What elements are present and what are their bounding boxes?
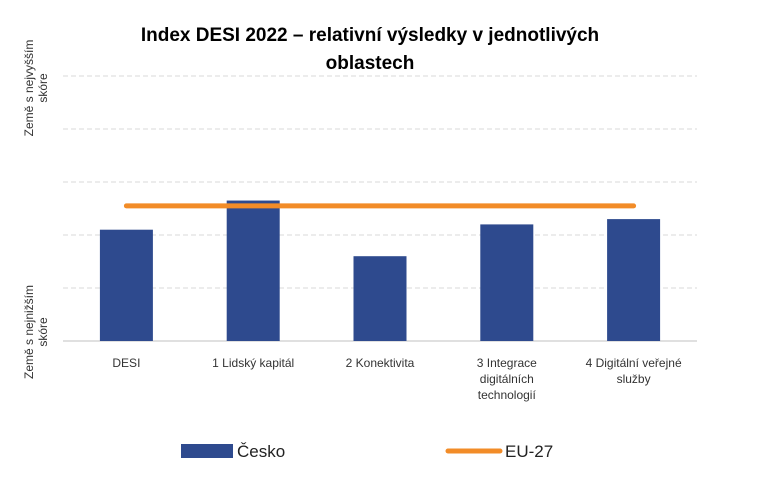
bar-cesko <box>353 256 407 341</box>
y-label-top-line: skóre <box>36 73 50 103</box>
x-tick-label-line: 4 Digitální veřejné <box>586 356 682 370</box>
bar-cesko <box>480 224 534 341</box>
y-label-bottom: Země s nejnižšímskóre <box>22 285 50 379</box>
x-tick-label-line: technologií <box>478 388 537 402</box>
x-tick-label-line: 2 Konektivita <box>346 356 415 370</box>
y-label-top: Země s nejvyššímskóre <box>22 40 50 137</box>
x-tick-label: 3 Integrace digitálních technologií <box>477 356 537 402</box>
bar-cesko <box>99 229 153 341</box>
bar-cesko <box>607 219 661 341</box>
y-label-top-line: Země s nejvyšším <box>22 40 36 137</box>
x-tick-label-line: digitálních <box>480 372 534 386</box>
bar-cesko <box>226 200 280 341</box>
legend-label-cesko: Česko <box>237 442 285 461</box>
x-tick-label: 2 Konektivita <box>346 356 415 370</box>
y-label-bottom-line: Země s nejnižším <box>22 285 36 379</box>
chart-title-line: oblastech <box>326 53 415 74</box>
legend-label-eu27: EU-27 <box>505 442 553 461</box>
chart-title-line: Index DESI 2022 – relativní výsledky v j… <box>141 25 599 46</box>
legend-swatch-cesko <box>181 444 233 458</box>
x-tick-label-line: 3 Integrace <box>477 356 537 370</box>
x-tick-label: 1 Lidský kapitál <box>212 356 294 370</box>
x-tick-label: DESI <box>112 356 140 370</box>
x-tick-label-line: služby <box>617 372 651 386</box>
x-tick-label-line: 1 Lidský kapitál <box>212 356 294 370</box>
x-tick-label: 4 Digitální veřejné služby <box>586 356 682 386</box>
x-tick-label-line: DESI <box>112 356 140 370</box>
y-label-bottom-line: skóre <box>36 317 50 347</box>
